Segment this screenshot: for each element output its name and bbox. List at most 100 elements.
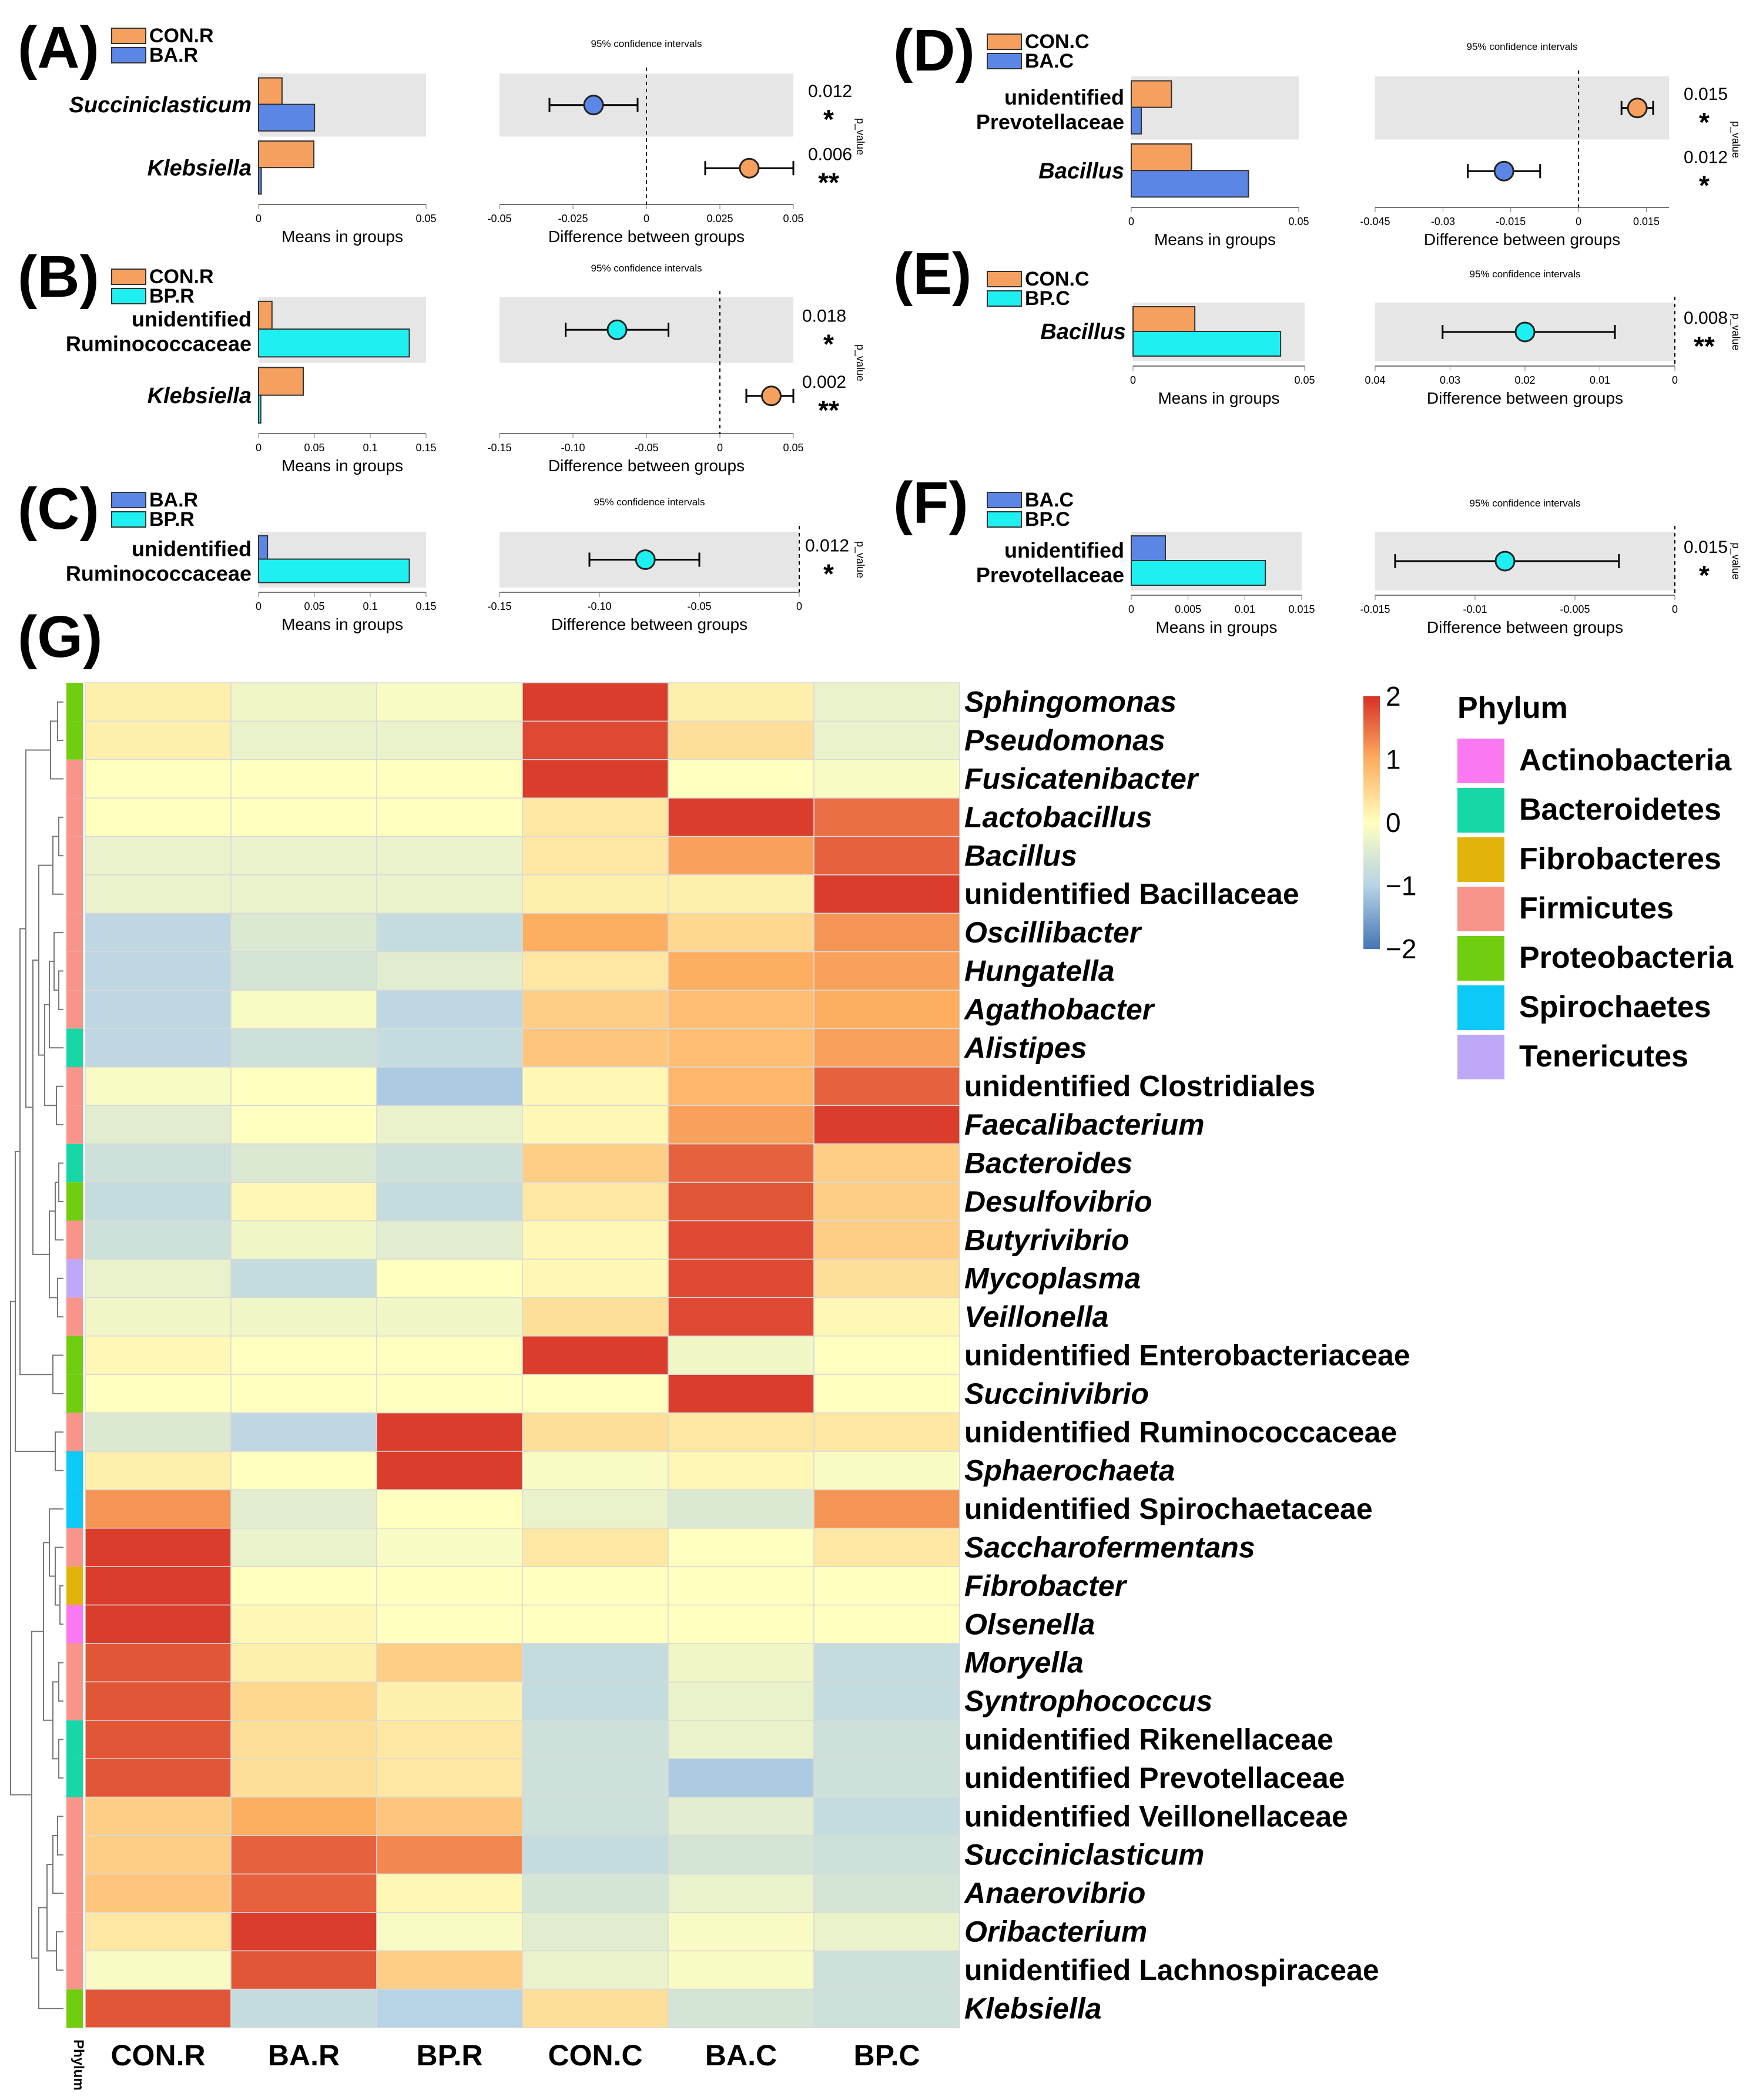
heatmap-cell (230, 1566, 377, 1606)
heatmap-cell (230, 1066, 377, 1106)
row-label: Alistipes (963, 1031, 1087, 1064)
heatmap-cell (85, 1066, 232, 1106)
heatmap-cell (522, 874, 669, 914)
colorbar (1363, 696, 1380, 949)
heatmap-cell (813, 1336, 960, 1375)
heatmap-cell (522, 1950, 669, 1990)
row-label: Syntrophococcus (964, 1685, 1212, 1717)
heatmap-cell (522, 1604, 669, 1644)
heatmap-cell (668, 1336, 815, 1375)
row-label: unidentified Veillonellaceae (964, 1800, 1348, 1833)
heatmap-cell (376, 1297, 523, 1337)
bar-con-r (258, 367, 304, 396)
heatmap-cell (376, 1489, 523, 1529)
means-tick-label: 0 (1128, 603, 1134, 615)
heatmap-cell (376, 682, 523, 722)
heatmap-cell (85, 1182, 232, 1222)
significance-stars: * (823, 328, 834, 359)
means-tick-label: 0.15 (415, 442, 436, 454)
heatmap-cell (85, 1796, 232, 1836)
heatmap-cell (230, 1681, 377, 1721)
heatmap-cell (85, 1912, 232, 1951)
legend-swatch (111, 288, 146, 304)
taxon-label: unidentified (1004, 538, 1124, 562)
row-label: unidentified Clostridiales (964, 1070, 1315, 1103)
heatmap-cell (376, 1643, 523, 1683)
phylum-legend-title: Phylum (1457, 691, 1568, 725)
dendrogram-branch (57, 701, 63, 742)
ci-tick-label: 0 (796, 601, 802, 612)
means-tick-label: 0.05 (1294, 374, 1315, 386)
heatmap-cell (668, 682, 815, 722)
ci-point (1514, 321, 1536, 343)
heatmap-cell (813, 1528, 960, 1567)
legend-swatch (987, 290, 1022, 307)
legend-swatch (111, 511, 146, 528)
legend-label: BA.C (1025, 50, 1074, 72)
legend-label: CON.R (149, 25, 214, 47)
heatmap-cell (230, 1412, 377, 1452)
heatmap-cell (376, 1182, 523, 1222)
heatmap-cell (668, 1297, 815, 1337)
heatmap-cell (230, 1489, 377, 1529)
heatmap-cell (668, 1758, 815, 1798)
ci-tick-label: -0.005 (1560, 603, 1590, 615)
phylum-legend-swatch (1457, 1035, 1504, 1079)
column-label: CON.C (548, 2039, 642, 2072)
ci-xlabel: Difference between groups (1424, 230, 1620, 249)
dendrogram-branch (57, 1816, 63, 1856)
heatmap-cell (85, 797, 232, 837)
ci-tick-label: -0.05 (634, 442, 658, 454)
phylum-strip-cell (66, 1220, 83, 1259)
heatmap-cell (85, 1105, 232, 1145)
heatmap-cell (230, 682, 377, 722)
ci-title: 95% confidence intervals (1469, 269, 1580, 280)
heatmap-cell (668, 1105, 815, 1145)
phylum-strip-cell (66, 951, 83, 991)
heatmap-cell (376, 913, 523, 952)
p-value: 0.006 (808, 145, 852, 164)
heatmap-cell (522, 759, 669, 799)
heatmap-cell (230, 1950, 377, 1990)
heatmap-cell (522, 951, 669, 991)
heatmap-cell (522, 1796, 669, 1836)
heatmap-cell (376, 1796, 523, 1836)
heatmap-cell (668, 1451, 815, 1491)
row-label: Oscillibacter (964, 916, 1142, 949)
dendrogram-branch (31, 1631, 43, 1959)
heatmap-cell (813, 913, 960, 952)
column-label: BA.R (268, 2039, 340, 2072)
heatmap-cell (522, 1681, 669, 1721)
heatmap-cell (813, 1028, 960, 1068)
panel-label: (F) (893, 470, 968, 536)
heatmap-cell (668, 951, 815, 991)
ci-row-band (1375, 76, 1669, 140)
legend-swatch (987, 53, 1022, 69)
heatmap-cell (668, 1643, 815, 1683)
phylum-legend-label: Fibrobacteres (1519, 842, 1721, 876)
phylum-strip-cell (66, 1374, 83, 1413)
legend-label: BA.C (1025, 489, 1074, 511)
means-tick-label: 0 (256, 442, 262, 454)
means-tick-label: 0.05 (304, 442, 324, 454)
column-label: BA.C (705, 2039, 777, 2072)
heatmap-cell (813, 1220, 960, 1260)
phylum-legend-label: Actinobacteria (1519, 743, 1732, 777)
bar-bp-r (258, 558, 410, 583)
dendrogram-branch (57, 1277, 63, 1318)
dendrogram-branch (52, 1354, 63, 1394)
heatmap-cell (230, 1105, 377, 1145)
dendrogram-branch (49, 1508, 63, 1577)
legend-swatch (111, 492, 146, 508)
heatmap-cell (376, 1758, 523, 1798)
phylum-strip-cell (66, 1413, 83, 1451)
row-label: unidentified Ruminococcaceae (964, 1415, 1397, 1448)
ci-point (635, 549, 656, 570)
heatmap-cell (85, 1566, 232, 1606)
ci-tick-label: 0.05 (783, 213, 803, 224)
heatmap-cell (230, 951, 377, 991)
p-value: 0.012 (808, 82, 852, 101)
phylum-strip-cell (66, 1912, 83, 1951)
